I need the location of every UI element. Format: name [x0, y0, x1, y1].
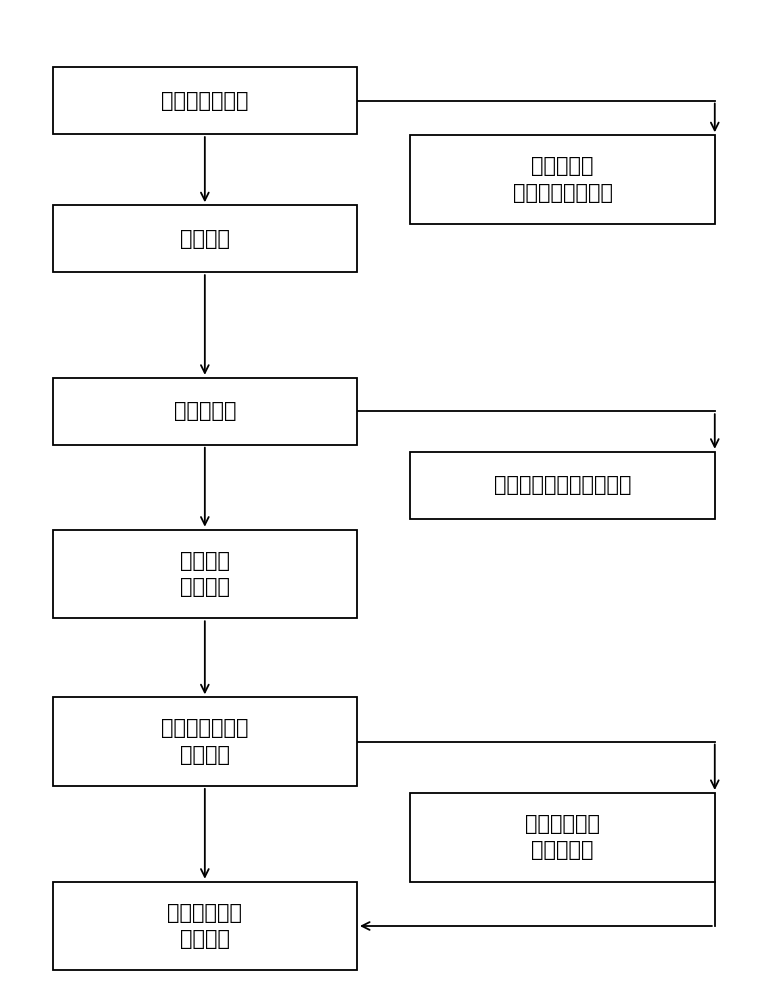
FancyBboxPatch shape [410, 452, 715, 519]
FancyBboxPatch shape [53, 530, 357, 618]
Text: 粗糙度轮廓（表面）图形: 粗糙度轮廓（表面）图形 [494, 475, 632, 495]
FancyBboxPatch shape [53, 67, 357, 134]
Text: 读取原始轮廓值: 读取原始轮廓值 [161, 91, 249, 111]
Text: 概率密度
分布曲线: 概率密度 分布曲线 [180, 551, 230, 597]
FancyBboxPatch shape [410, 135, 715, 224]
Text: 奇异点修正: 奇异点修正 [174, 401, 236, 421]
FancyBboxPatch shape [53, 697, 357, 786]
FancyBboxPatch shape [53, 205, 357, 272]
Text: 轮廓（表面）
表征参数: 轮廓（表面） 表征参数 [167, 903, 243, 949]
Text: 最原始测量
轮廓（表面）图形: 最原始测量 轮廓（表面）图形 [512, 156, 612, 203]
FancyBboxPatch shape [410, 793, 715, 882]
Text: 数据滤波: 数据滤波 [180, 229, 230, 249]
FancyBboxPatch shape [53, 378, 357, 445]
Text: 轮廓（表面）承
载率曲线: 轮廓（表面）承 载率曲线 [161, 718, 249, 765]
FancyBboxPatch shape [53, 882, 357, 970]
Text: 承载区间分布
数据和图形: 承载区间分布 数据和图形 [525, 814, 600, 860]
